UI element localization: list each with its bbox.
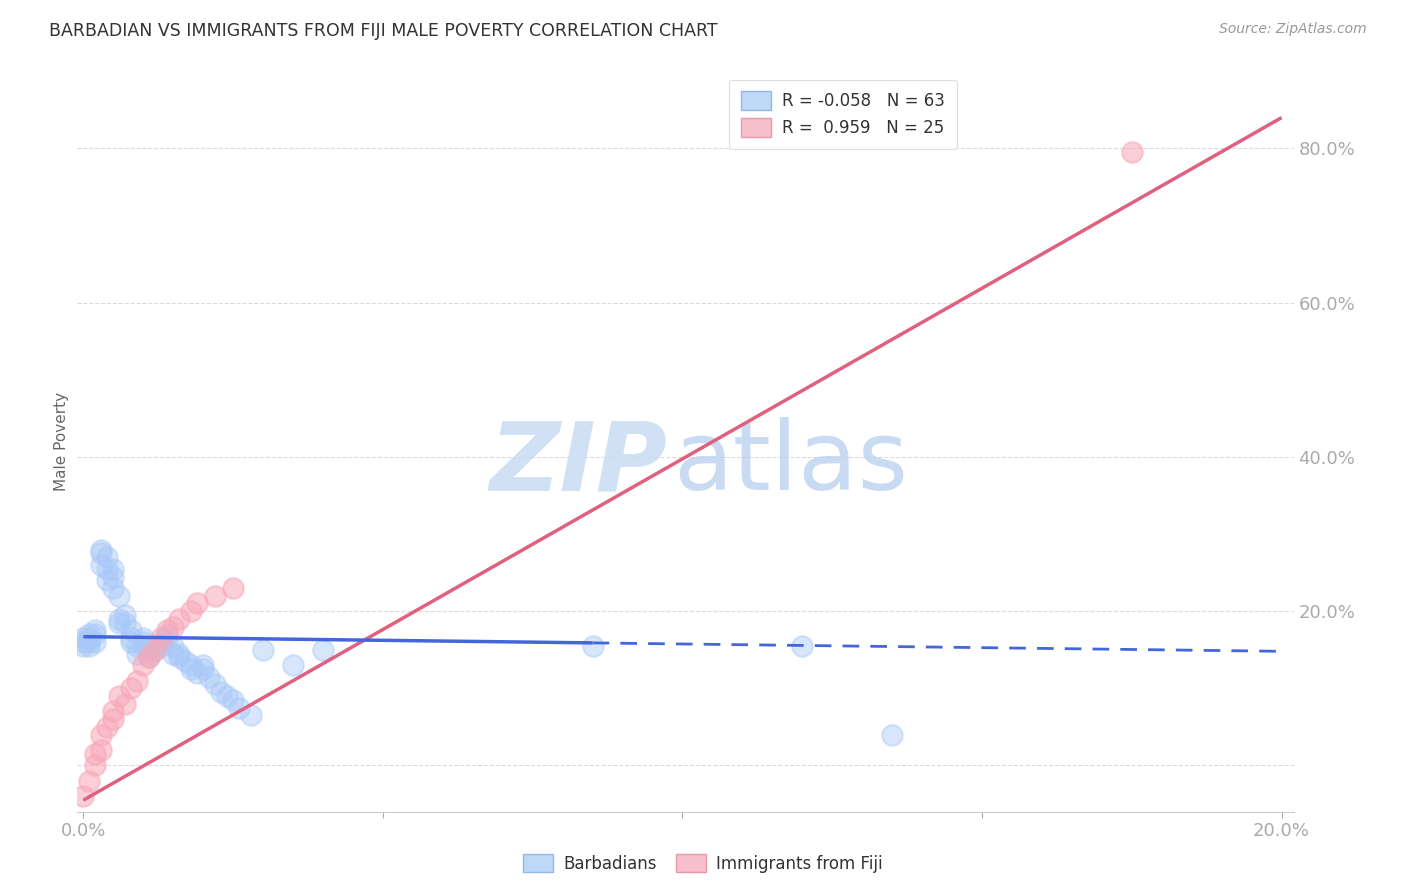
Text: ZIP: ZIP [489, 417, 668, 510]
Point [103, 705, 125, 719]
Point [103, 562, 125, 576]
Point [114, 697, 136, 711]
Point [84, 635, 107, 649]
Point [108, 615, 131, 630]
Point [162, 647, 184, 661]
Point [143, 639, 166, 653]
Point [84, 747, 107, 761]
Point [882, 728, 904, 742]
Point [138, 650, 160, 665]
Point [167, 647, 190, 661]
Point [103, 581, 125, 595]
Point [209, 685, 232, 699]
Point [240, 708, 263, 723]
Point [180, 662, 202, 676]
Point [108, 689, 131, 703]
Point [127, 673, 149, 688]
Point [198, 670, 221, 684]
Point [581, 639, 603, 653]
Point [127, 639, 149, 653]
Point [150, 635, 173, 649]
Point [150, 631, 173, 645]
Point [84, 758, 107, 772]
Point [281, 658, 304, 673]
Point [252, 642, 274, 657]
Point [90, 542, 112, 557]
Legend: R = -0.058   N = 63, R =  0.959   N = 25: R = -0.058 N = 63, R = 0.959 N = 25 [728, 79, 957, 149]
Point [191, 662, 214, 676]
Point [90, 546, 112, 560]
Point [79, 639, 101, 653]
Point [79, 635, 101, 649]
Point [108, 612, 131, 626]
Point [132, 635, 155, 649]
Point [222, 581, 245, 595]
Point [191, 658, 214, 673]
Point [72, 789, 94, 804]
Point [138, 647, 160, 661]
Point [79, 631, 101, 645]
Point [96, 720, 118, 734]
Point [217, 689, 239, 703]
Point [167, 650, 190, 665]
Point [180, 604, 202, 618]
Point [222, 693, 245, 707]
Point [96, 562, 118, 576]
Point [72, 639, 94, 653]
Point [114, 608, 136, 623]
Point [167, 612, 190, 626]
Point [84, 624, 107, 638]
Point [186, 665, 208, 680]
Point [103, 569, 125, 583]
Text: atlas: atlas [673, 417, 908, 510]
Point [96, 550, 118, 565]
Y-axis label: Male Poverty: Male Poverty [53, 392, 69, 491]
Point [204, 677, 226, 691]
Point [127, 647, 149, 661]
Point [84, 627, 107, 641]
Point [108, 589, 131, 603]
Text: Source: ZipAtlas.com: Source: ZipAtlas.com [1219, 22, 1367, 37]
Point [72, 635, 94, 649]
Point [79, 627, 101, 641]
Point [90, 743, 112, 757]
Point [138, 650, 160, 665]
Point [156, 627, 179, 641]
Point [156, 624, 179, 638]
Point [228, 700, 250, 714]
Point [792, 639, 814, 653]
Point [156, 631, 179, 645]
Point [143, 642, 166, 657]
Point [143, 642, 166, 657]
Point [1121, 145, 1143, 160]
Point [132, 639, 155, 653]
Point [114, 615, 136, 630]
Point [132, 658, 155, 673]
Legend: Barbadians, Immigrants from Fiji: Barbadians, Immigrants from Fiji [516, 847, 890, 880]
Point [103, 712, 125, 726]
Point [79, 773, 101, 788]
Point [90, 558, 112, 572]
Point [312, 642, 335, 657]
Point [174, 654, 197, 668]
Point [162, 639, 184, 653]
Point [120, 624, 142, 638]
Point [90, 728, 112, 742]
Point [120, 681, 142, 696]
Point [72, 631, 94, 645]
Point [150, 639, 173, 653]
Text: BARBADIAN VS IMMIGRANTS FROM FIJI MALE POVERTY CORRELATION CHART: BARBADIAN VS IMMIGRANTS FROM FIJI MALE P… [49, 22, 718, 40]
Point [132, 631, 155, 645]
Point [120, 635, 142, 649]
Point [186, 597, 208, 611]
Point [120, 631, 142, 645]
Point [96, 574, 118, 588]
Point [204, 589, 226, 603]
Point [162, 619, 184, 633]
Point [180, 658, 202, 673]
